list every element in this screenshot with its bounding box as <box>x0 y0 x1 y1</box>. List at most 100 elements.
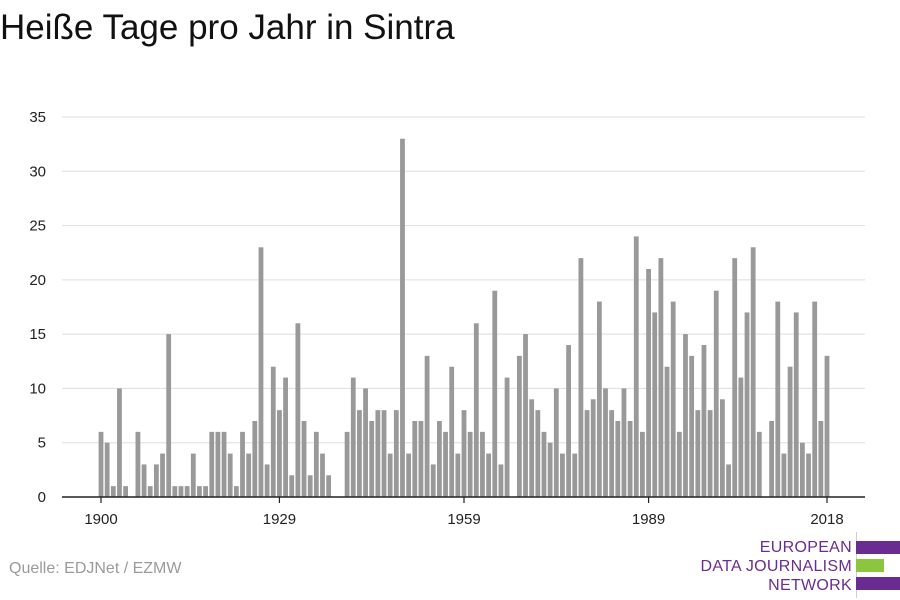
bar <box>750 247 756 497</box>
bar <box>806 453 811 497</box>
logo-bar-green <box>856 559 884 572</box>
bar <box>756 431 762 497</box>
bar <box>713 290 719 497</box>
bar <box>430 464 436 497</box>
bar <box>793 312 799 497</box>
bar <box>393 410 399 497</box>
bar <box>363 388 368 497</box>
y-tick-label: 30 <box>29 163 46 180</box>
bar <box>615 421 621 497</box>
bar <box>578 258 584 497</box>
bar <box>350 377 356 497</box>
bar <box>670 301 676 497</box>
bar <box>486 453 492 497</box>
bar <box>406 453 412 497</box>
bar <box>547 442 553 497</box>
bar <box>584 410 590 497</box>
bar <box>184 486 190 497</box>
logo-line-network: NETWORK <box>768 577 852 594</box>
bar <box>455 453 461 497</box>
bar <box>467 431 473 497</box>
bar <box>104 442 110 497</box>
bar <box>166 334 172 497</box>
bar <box>190 453 196 497</box>
bar <box>646 269 651 497</box>
bar <box>387 453 393 497</box>
x-tick-label: 1959 <box>447 511 480 528</box>
bar <box>449 366 455 497</box>
y-tick-label: 25 <box>29 218 46 235</box>
y-tick-label: 15 <box>29 326 46 343</box>
bar <box>676 431 682 497</box>
bar <box>658 258 664 497</box>
bar <box>258 247 264 497</box>
bar <box>787 366 793 497</box>
bar <box>277 410 282 497</box>
bar <box>289 475 295 497</box>
y-tick-label: 5 <box>38 435 46 452</box>
bar <box>701 345 707 497</box>
bar <box>818 421 824 497</box>
bar <box>541 431 547 497</box>
bar <box>529 399 535 497</box>
bar <box>516 355 522 497</box>
edjnet-logo: EUROPEAN DATA JOURNALISM NETWORK <box>700 530 900 600</box>
bar <box>738 377 744 497</box>
bar <box>301 421 307 497</box>
bar <box>436 421 442 497</box>
bar <box>683 334 688 497</box>
bar <box>172 486 178 497</box>
y-tick-label: 10 <box>29 380 46 397</box>
bar <box>227 453 233 497</box>
bar <box>596 301 602 497</box>
bars <box>98 138 830 497</box>
bar <box>473 323 479 497</box>
y-axis-tick-labels: 0 5 10 15 20 25 30 35 <box>29 109 46 506</box>
bar <box>498 464 504 497</box>
x-tick-label: 1929 <box>263 511 296 528</box>
x-axis-ticks: 1900 1929 1959 1989 2018 <box>84 497 844 528</box>
bar <box>443 431 448 497</box>
bar <box>233 486 239 497</box>
bar <box>812 301 818 497</box>
bar <box>418 421 424 497</box>
y-tick-label: 35 <box>29 109 46 126</box>
bar <box>197 486 202 497</box>
bar <box>461 410 467 497</box>
source-note: Quelle: EDJNet / EZMW <box>9 560 182 577</box>
bar <box>246 453 252 497</box>
bar <box>553 388 559 497</box>
gridlines <box>62 116 865 444</box>
bar <box>603 388 608 497</box>
bar <box>664 366 670 497</box>
bar <box>135 431 141 497</box>
bar <box>572 453 578 497</box>
bar <box>424 355 430 497</box>
bar <box>720 399 725 497</box>
bar <box>307 475 313 497</box>
bar <box>707 410 713 497</box>
bar <box>726 464 731 497</box>
bar <box>633 236 639 497</box>
bar <box>215 431 221 497</box>
logo-bar-purple-top <box>856 541 900 554</box>
bar <box>320 453 325 497</box>
bar <box>147 486 153 497</box>
bar <box>412 421 418 497</box>
bar <box>110 486 116 497</box>
bar <box>221 431 227 497</box>
bar <box>240 431 245 497</box>
chart-title: Heiße Tage pro Jahr in Sintra <box>0 8 455 47</box>
bar <box>590 399 596 497</box>
bar <box>627 421 633 497</box>
x-tick-label: 1900 <box>84 511 117 528</box>
bar <box>640 431 645 497</box>
bar <box>357 410 362 497</box>
bar <box>313 431 319 497</box>
bar <box>153 464 159 497</box>
bar <box>203 486 208 497</box>
bar <box>160 453 165 497</box>
bar <box>689 355 695 497</box>
bar <box>295 323 301 497</box>
bar <box>141 464 147 497</box>
